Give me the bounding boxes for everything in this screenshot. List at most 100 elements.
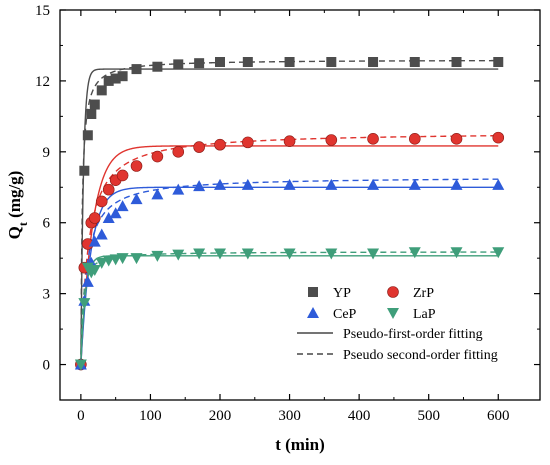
zrp-data-point	[193, 141, 205, 153]
cep-data-point	[325, 178, 338, 190]
cep-data-point	[172, 183, 185, 195]
zrp-data-point	[88, 212, 101, 224]
lap-data-point	[325, 248, 338, 260]
lap-data-point	[241, 248, 254, 260]
lap-data-point	[102, 255, 115, 267]
lap-data-point	[74, 359, 87, 371]
cep-data-point	[408, 178, 421, 190]
legend-lap-marker	[387, 308, 399, 319]
yp-data-point	[409, 57, 420, 67]
yp-data-point	[110, 73, 121, 84]
legend-cep-marker	[307, 307, 319, 318]
legend-yp-marker	[308, 287, 318, 297]
yp-pseudo-second-order-line	[80, 59, 499, 365]
yp-pseudo-first-order-line	[80, 68, 499, 365]
legend-fit-label-dashed: Pseudo second-order fitting	[343, 348, 498, 363]
lap-data-point	[193, 248, 206, 260]
lap-data-point	[116, 253, 129, 265]
x-tick-label: 300	[278, 408, 301, 424]
yp-data-point	[451, 57, 462, 67]
yp-data-point	[493, 57, 504, 67]
legend-lap-label: LaP	[413, 307, 436, 322]
plot-frame	[59, 9, 541, 401]
yp-data-point	[215, 57, 225, 67]
cep-data-point	[492, 178, 505, 190]
yp-data-point	[82, 130, 93, 141]
legend-fit-label-solid: Pseudo-first-order fitting	[343, 327, 483, 342]
lap-data-point	[492, 247, 505, 259]
y-tick-label: 15	[35, 3, 50, 19]
x-tick-label: 500	[417, 408, 440, 424]
cep-data-point	[367, 178, 380, 190]
y-tick-label: 9	[43, 145, 51, 161]
zrp-data-point	[214, 138, 226, 151]
x-tick-label: 400	[348, 408, 371, 424]
y-axis-label: Qt (mg/g)	[5, 171, 30, 240]
cep-data-point	[214, 178, 226, 190]
yp-data-point	[152, 61, 163, 72]
y-tick-label: 3	[43, 287, 51, 303]
legend: YP ZrP CeP LaP Pseudo-first-order fitting Pse…	[297, 286, 498, 363]
zrp-data-point	[102, 183, 115, 196]
lap-data-point	[88, 265, 101, 276]
zrp-data-point	[116, 169, 129, 182]
cep-data-point	[450, 178, 463, 190]
yp-data-point	[242, 57, 253, 67]
lap-data-point	[450, 247, 463, 259]
y-tick-label: 6	[43, 216, 51, 232]
plot-area	[74, 57, 505, 371]
y-tick-label: 12	[35, 74, 50, 90]
lap-data-point	[130, 253, 143, 265]
cep-data-point	[130, 193, 143, 205]
cep-data-point	[151, 188, 164, 200]
lap-data-point	[172, 249, 185, 261]
yp-data-point	[368, 57, 379, 67]
zrp-data-point	[151, 150, 164, 163]
lap-data-point	[95, 257, 108, 269]
yp-data-point	[103, 75, 114, 86]
x-tick-label: 600	[487, 408, 510, 424]
lap-data-point	[283, 248, 296, 260]
cep-data-point	[116, 200, 129, 212]
yp-data-point	[326, 57, 337, 67]
cep-data-point	[81, 275, 94, 287]
x-tick-label: 100	[139, 408, 162, 424]
x-tick-label: 200	[209, 408, 232, 424]
zrp-data-point	[408, 133, 421, 145]
legend-yp-label: YP	[333, 286, 351, 301]
yp-data-point	[131, 64, 142, 75]
zrp-data-point	[242, 136, 254, 149]
yp-data-point	[173, 59, 184, 70]
legend-cep-label: CeP	[333, 307, 357, 322]
lap-pseudo-second-order-line	[80, 251, 499, 365]
zrp-data-point	[172, 146, 185, 158]
cep-data-point	[109, 207, 122, 219]
axes: 0 100 200 300 400 500 600 0 3 6 9 12 15	[35, 3, 541, 424]
lap-data-point	[214, 248, 226, 260]
lap-data-point	[109, 254, 122, 266]
yp-data-point	[96, 85, 107, 96]
lap-data-point	[408, 247, 421, 259]
zrp-data-point	[325, 134, 338, 146]
cep-data-point	[95, 228, 108, 240]
cep-data-point	[102, 212, 115, 223]
yp-data-point	[284, 57, 295, 67]
legend-zrp-marker	[387, 286, 399, 298]
cep-data-point	[193, 180, 206, 192]
yp-data-point	[194, 58, 205, 69]
lap-data-point	[151, 250, 164, 262]
cep-data-point	[283, 178, 296, 190]
zrp-data-point	[130, 160, 143, 172]
zrp-data-point	[367, 133, 379, 145]
cep-data-point	[241, 178, 254, 190]
x-axis-label: t (min)	[275, 435, 325, 454]
cep-data-point	[88, 235, 101, 247]
legend-zrp-label: ZrP	[413, 286, 434, 301]
lap-data-point	[78, 298, 91, 310]
y-tick-label: 0	[43, 358, 51, 374]
yp-data-point	[79, 165, 90, 176]
yp-data-point	[86, 109, 97, 119]
zrp-data-point	[492, 131, 505, 144]
yp-data-point	[89, 99, 100, 110]
